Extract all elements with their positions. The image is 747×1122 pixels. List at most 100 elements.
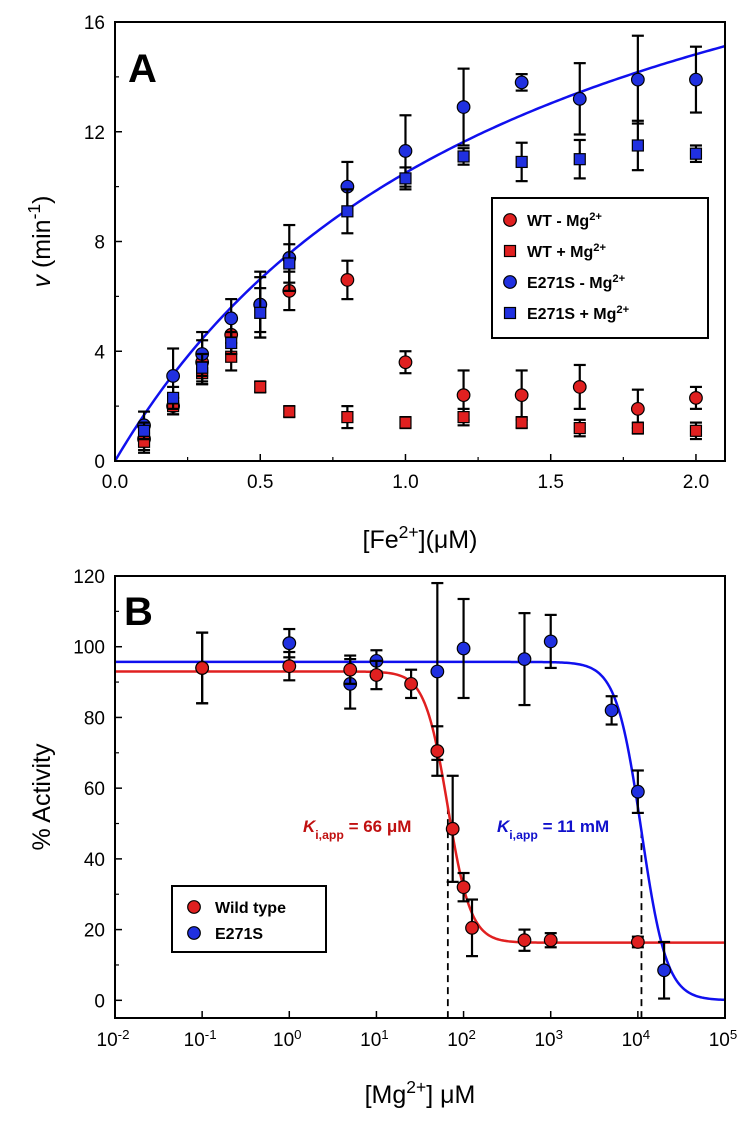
data-point [515, 155, 528, 169]
legend-label-sup: 2+ [589, 211, 602, 223]
data-point [456, 100, 471, 114]
data-point [224, 311, 239, 326]
fit-curve [113, 44, 726, 462]
data-point [341, 411, 354, 424]
legend-marker [187, 926, 201, 940]
data-point [573, 421, 586, 435]
x-tick-exponent: 4 [643, 1027, 650, 1042]
legend-label-part: E271S - Mg [527, 275, 612, 292]
legend-marker [503, 213, 517, 227]
data-point [456, 880, 471, 895]
legend-marker [503, 306, 517, 320]
data-point [456, 388, 471, 403]
x-tick-base: 10 [447, 1030, 468, 1051]
panel-b-chart: 10-2 10-1 100 101 102 103 104 10502040608010012… [28, 567, 737, 1109]
x-tick-exponent: 2 [468, 1027, 475, 1042]
ki-annotation-k: K [497, 817, 511, 836]
data-point [341, 205, 354, 218]
data-point [515, 416, 528, 429]
legend-label: Wild type [215, 900, 286, 917]
data-point [282, 659, 297, 674]
legend-label: WT + Mg2+ [527, 242, 606, 261]
data-point [399, 172, 412, 185]
legend-label: E271S + Mg2+ [527, 304, 630, 323]
plot-frame [114, 21, 726, 462]
data-point [457, 411, 470, 424]
x-tick-exponent: -2 [118, 1027, 130, 1042]
data-point [517, 933, 532, 948]
x-tick-base: 10 [184, 1030, 205, 1051]
legend-marker [187, 900, 201, 914]
data-point [283, 405, 296, 418]
x-axis-label: [Fe2+](μM) [363, 522, 478, 554]
x-tick-base: 10 [622, 1030, 643, 1051]
y-tick-label: 80 [84, 708, 105, 729]
x-axis-label-sup: 2+ [399, 522, 419, 542]
series-0 [195, 631, 645, 958]
data-point [689, 72, 703, 87]
x-tick-label: 0.0 [102, 472, 128, 493]
data-point [631, 139, 644, 152]
legend-label: WT - Mg2+ [527, 211, 602, 230]
x-tick-label: 105 [709, 1027, 738, 1052]
data-point [254, 306, 267, 319]
x-tick-label: 2.0 [683, 472, 709, 493]
data-point [657, 963, 671, 978]
data-point [398, 144, 413, 158]
x-tick-label: 103 [534, 1027, 563, 1052]
fit-curve [115, 660, 726, 1002]
data-point [630, 72, 645, 87]
x-tick-base: 10 [709, 1030, 730, 1051]
plot-frame [114, 575, 726, 1019]
legend-label: E271S [215, 926, 263, 943]
y-axis-label-sup: -1 [24, 204, 44, 220]
data-point [399, 416, 412, 429]
y-tick-label: 4 [94, 342, 105, 363]
ki-annotation-value: = 11 mM [538, 817, 609, 836]
legend-label-sup: 2+ [616, 304, 629, 316]
ki-annotation: Ki,app = 11 mM [497, 817, 609, 842]
x-axis-label-part: [Mg [365, 1081, 407, 1109]
x-tick-label: 10-2 [97, 1027, 130, 1052]
x-axis-label-part: ] μM [426, 1081, 475, 1109]
data-point [340, 273, 355, 287]
legend-label: E271S - Mg2+ [527, 273, 626, 292]
x-tick-label: 0.5 [247, 472, 273, 493]
y-tick-label: 100 [73, 638, 105, 659]
legend: Wild type E271S [171, 885, 327, 953]
x-tick-label: 104 [622, 1027, 651, 1052]
data-point [465, 920, 479, 935]
legend-box [171, 885, 327, 953]
data-point [457, 150, 470, 163]
x-tick-base: 10 [273, 1030, 294, 1051]
ki-annotation-k: K [303, 817, 317, 836]
data-point [689, 390, 703, 405]
data-point [195, 661, 210, 675]
y-tick-label: 20 [84, 921, 105, 942]
y-tick-label: 16 [84, 13, 105, 34]
x-axis-label-part: [Fe [363, 526, 399, 554]
legend-label-sup: 2+ [593, 242, 606, 254]
x-tick-exponent: 0 [294, 1027, 301, 1042]
legend-label-part: WT - Mg [527, 213, 589, 230]
data-point [445, 821, 460, 836]
data-point [196, 361, 209, 374]
legend-marker [503, 275, 517, 289]
data-point [137, 424, 151, 437]
y-axis-label-part: v [28, 273, 56, 287]
data-point [543, 634, 558, 649]
data-point [254, 380, 267, 394]
x-axis-label-part: ](μM) [419, 526, 478, 554]
x-tick-label: 1.0 [392, 472, 418, 493]
x-tick-base: 10 [360, 1030, 381, 1051]
data-point [631, 421, 644, 435]
ki-annotation: Ki,app = 66 μM [303, 817, 411, 842]
x-tick-label: 102 [447, 1027, 476, 1052]
ki-annotation-sub: i,app [509, 828, 538, 842]
y-tick-label: 0 [94, 991, 105, 1012]
data-point [456, 641, 471, 656]
data-point [166, 391, 180, 404]
x-axis-label: [Mg2+] μM [365, 1077, 476, 1109]
